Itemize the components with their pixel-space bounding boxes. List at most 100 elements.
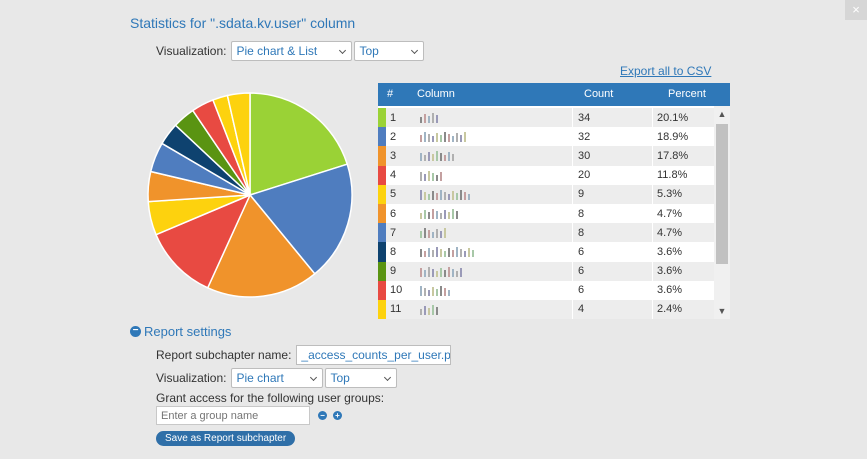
row-percent: 3.6% bbox=[657, 245, 683, 258]
row-index: 8 bbox=[390, 245, 397, 258]
table-row[interactable]: 2 32 18.9% bbox=[378, 127, 714, 147]
column-divider bbox=[572, 108, 573, 128]
header-count[interactable]: Count bbox=[584, 88, 614, 100]
pie-slice[interactable] bbox=[248, 163, 353, 275]
column-divider bbox=[652, 280, 653, 300]
visualization-row: Visualization: Pie chart & List Top bbox=[156, 41, 426, 61]
table-row[interactable]: 9 6 3.6% bbox=[378, 261, 714, 281]
row-percent: 4.7% bbox=[657, 207, 683, 220]
row-column-value-redacted bbox=[420, 208, 460, 219]
row-count: 6 bbox=[578, 284, 585, 297]
row-percent: 11.8% bbox=[657, 169, 688, 182]
row-column-value-redacted bbox=[420, 228, 448, 239]
subchapter-name-input[interactable]: _access_counts_per_user.pie bbox=[296, 345, 452, 365]
row-count: 34 bbox=[578, 111, 591, 124]
table-body: 1 34 20.1% 2 32 18.9% 3 30 17.8% 4 20 11.8% 5 9 5.3% 6 8… bbox=[378, 108, 714, 319]
visualization-label: Visualization: bbox=[156, 44, 227, 58]
row-column-value-redacted bbox=[420, 113, 440, 123]
save-report-button[interactable]: Save as Report subchapter bbox=[156, 431, 296, 446]
group-row: − + bbox=[156, 406, 342, 425]
close-button[interactable]: × bbox=[845, 0, 867, 20]
row-column-value-redacted bbox=[420, 266, 464, 277]
visualization-type-value: Pie chart & List bbox=[236, 44, 318, 58]
column-divider bbox=[572, 261, 573, 281]
row-percent: 2.4% bbox=[657, 303, 683, 316]
row-percent: 3.6% bbox=[657, 265, 683, 278]
visualization-type-select[interactable]: Pie chart & List bbox=[230, 41, 352, 61]
pie-slice[interactable] bbox=[155, 193, 252, 289]
row-index: 5 bbox=[390, 188, 397, 201]
column-divider bbox=[572, 146, 573, 166]
row-count: 30 bbox=[578, 149, 591, 162]
row-percent: 18.9% bbox=[657, 130, 689, 143]
row-index: 7 bbox=[390, 226, 397, 239]
export-csv-link[interactable]: Export all to CSV bbox=[620, 64, 712, 78]
row-color-swatch bbox=[378, 280, 386, 300]
row-index: 6 bbox=[390, 207, 397, 220]
table-row[interactable]: 1 34 20.1% bbox=[378, 108, 714, 128]
row-column-value-redacted bbox=[420, 285, 452, 296]
pie-slice[interactable] bbox=[226, 92, 251, 196]
table-row[interactable]: 5 9 5.3% bbox=[378, 184, 714, 204]
table-row[interactable]: 3 30 17.8% bbox=[378, 146, 714, 166]
report-visualization-type-select[interactable]: Pie chart bbox=[230, 368, 323, 388]
row-index: 3 bbox=[390, 149, 397, 162]
row-color-swatch bbox=[378, 242, 386, 262]
stats-table: # Column Count Percent 1 34 20.1% 2 32 18.9% 3… bbox=[378, 83, 730, 319]
table-scrollbar[interactable]: ▲ ▼ bbox=[714, 106, 730, 319]
close-icon: × bbox=[852, 2, 860, 17]
column-divider bbox=[572, 242, 573, 262]
table-row[interactable]: 6 8 4.7% bbox=[378, 203, 714, 224]
subchapter-label: Report subchapter name: bbox=[156, 348, 292, 362]
header-index: # bbox=[387, 88, 394, 100]
scroll-up-icon[interactable]: ▲ bbox=[717, 109, 727, 119]
header-column[interactable]: Column bbox=[417, 88, 455, 100]
column-divider bbox=[652, 203, 653, 224]
row-index: 4 bbox=[390, 169, 397, 182]
report-visualization-mode-value: Top bbox=[330, 371, 350, 385]
row-count: 32 bbox=[578, 130, 591, 143]
pie-slice[interactable] bbox=[206, 193, 316, 298]
row-column-value-redacted bbox=[420, 170, 444, 181]
row-color-swatch bbox=[378, 203, 386, 224]
table-row[interactable]: 11 4 2.4% bbox=[378, 299, 714, 319]
report-visualization-row: Visualization: Pie chart Top bbox=[156, 368, 399, 388]
row-column-value-redacted bbox=[420, 132, 468, 143]
scroll-thumb[interactable] bbox=[716, 124, 728, 264]
report-settings-toggle[interactable]: − Report settings bbox=[130, 324, 231, 339]
column-divider bbox=[652, 146, 653, 166]
column-divider bbox=[652, 184, 653, 204]
row-count: 8 bbox=[578, 226, 585, 239]
pie-slice[interactable] bbox=[249, 92, 349, 197]
row-column-value-redacted bbox=[420, 151, 456, 162]
row-column-value-redacted bbox=[420, 304, 440, 315]
column-divider bbox=[652, 127, 653, 147]
remove-group-icon[interactable]: − bbox=[318, 411, 327, 420]
column-divider bbox=[652, 165, 653, 185]
table-row[interactable]: 8 6 3.6% bbox=[378, 242, 714, 262]
report-visualization-mode-select[interactable]: Top bbox=[324, 368, 397, 388]
column-divider bbox=[652, 108, 653, 128]
table-row[interactable]: 10 6 3.6% bbox=[378, 280, 714, 300]
row-column-value-redacted bbox=[420, 247, 476, 258]
row-color-swatch bbox=[378, 108, 386, 128]
column-divider bbox=[652, 242, 653, 262]
visualization-mode-select[interactable]: Top bbox=[353, 41, 424, 61]
subchapter-name-value: _access_counts_per_user.pie bbox=[301, 348, 452, 362]
visualization-mode-value: Top bbox=[359, 44, 379, 58]
column-divider bbox=[652, 299, 653, 319]
table-row[interactable]: 4 20 11.8% bbox=[378, 165, 714, 185]
scroll-down-icon[interactable]: ▼ bbox=[717, 306, 727, 316]
group-name-input[interactable] bbox=[156, 406, 310, 425]
header-percent[interactable]: Percent bbox=[668, 88, 706, 100]
row-color-swatch bbox=[378, 165, 386, 185]
add-group-icon[interactable]: + bbox=[333, 411, 342, 420]
row-column-value-redacted bbox=[420, 189, 472, 200]
row-count: 4 bbox=[578, 303, 585, 316]
row-count: 20 bbox=[578, 169, 591, 182]
column-divider bbox=[572, 299, 573, 319]
table-row[interactable]: 7 8 4.7% bbox=[378, 223, 714, 243]
grant-access-label: Grant access for the following user grou… bbox=[156, 391, 385, 405]
row-count: 6 bbox=[578, 265, 585, 278]
row-percent: 20.1% bbox=[657, 111, 689, 124]
